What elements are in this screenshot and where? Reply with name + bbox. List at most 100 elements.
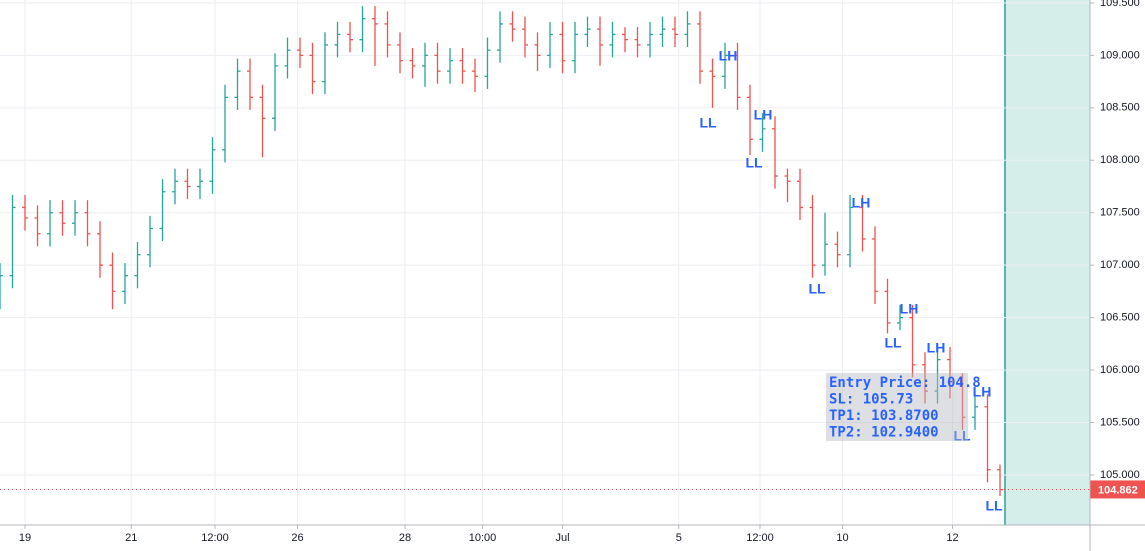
ohlc-bar — [122, 263, 128, 304]
y-tick-label: 105.500 — [1100, 416, 1140, 428]
ohlc-bar — [97, 221, 103, 278]
ohlc-bar — [109, 252, 116, 310]
info-line: Entry Price: 104.8 — [829, 375, 981, 391]
swing-label: LL — [745, 155, 763, 171]
ohlc-bar — [734, 42, 741, 110]
ohlc-bar — [672, 16, 678, 47]
ohlc-bar — [747, 84, 753, 156]
ohlc-bar — [484, 37, 491, 89]
ohlc-bar — [609, 21, 616, 58]
ohlc-bar — [347, 21, 353, 53]
y-tick-label: 106.500 — [1100, 312, 1140, 324]
ohlc-bar — [272, 53, 278, 131]
info-line: TP1: 103.8700 — [829, 408, 939, 424]
ohlc-bar — [222, 84, 228, 163]
ohlc-bar — [759, 113, 766, 152]
ohlc-bar — [784, 168, 791, 203]
swing-label: LL — [699, 115, 717, 131]
future-zone — [1005, 0, 1090, 525]
x-tick-label: 12:00 — [746, 532, 774, 544]
ohlc-bar — [47, 200, 53, 247]
x-tick-label: 12:00 — [201, 532, 229, 544]
ohlc-bar — [259, 84, 266, 158]
ohlc-bar — [809, 194, 816, 278]
swing-label: LH — [754, 107, 773, 123]
ohlc-bar — [72, 200, 78, 236]
ohlc-bar — [509, 11, 516, 42]
ohlc-bar — [434, 42, 441, 84]
ohlc-bar — [834, 231, 841, 268]
info-line: TP2: 102.9400 — [829, 425, 939, 441]
ohlc-bar — [934, 346, 941, 404]
ohlc-bar — [372, 6, 378, 66]
ohlc-bar — [234, 58, 241, 110]
y-tick-label: 108.500 — [1100, 102, 1140, 114]
swing-label: LH — [900, 301, 919, 317]
ohlc-bar — [147, 215, 153, 268]
ohlc-bar — [959, 373, 966, 430]
ohlc-bar — [159, 179, 166, 242]
ohlc-bar — [972, 394, 978, 430]
x-tick-label: 21 — [125, 532, 137, 544]
ohlc-bar — [884, 278, 891, 334]
swing-label: LH — [719, 48, 738, 64]
ohlc-bar — [422, 42, 428, 87]
ohlc-bar — [872, 226, 878, 304]
ohlc-bar — [697, 11, 703, 84]
swing-label: LL — [884, 335, 902, 351]
ohlc-bar — [334, 21, 341, 58]
x-tick-label: 12 — [946, 532, 958, 544]
ohlc-bar — [584, 16, 591, 47]
ohlc-bar — [197, 168, 203, 200]
x-tick-label: 5 — [676, 532, 682, 544]
ohlc-bar — [597, 16, 603, 66]
ohlc-bar — [684, 11, 691, 47]
x-tick-label: 10 — [836, 532, 848, 544]
ohlc-bar — [359, 6, 366, 53]
y-tick-label: 107.500 — [1100, 207, 1140, 219]
ohlc-bar — [447, 48, 453, 84]
ohlc-bar — [322, 32, 328, 95]
y-tick-label: 108.000 — [1100, 154, 1140, 166]
ohlc-bar — [59, 200, 66, 236]
x-tick-label: 19 — [19, 532, 31, 544]
swing-label: LH — [852, 195, 871, 211]
ohlc-bar — [472, 58, 478, 93]
ohlc-bar — [297, 37, 303, 68]
ohlc-bar — [459, 48, 466, 84]
ohlc-bar — [922, 352, 928, 404]
ohlc-bar — [134, 242, 141, 289]
swing-label: LL — [808, 281, 826, 297]
info-box — [826, 373, 968, 441]
ohlc-bar — [709, 58, 716, 108]
ohlc-bar — [659, 16, 666, 47]
ohlc-bar — [22, 194, 28, 231]
swing-label: LH — [973, 384, 992, 400]
x-tick-label: Jul — [555, 532, 569, 544]
y-tick-label: 109.000 — [1100, 49, 1140, 61]
info-line: SL: 105.73 — [829, 392, 913, 408]
ohlc-bar — [847, 194, 853, 268]
ohlc-bar — [284, 37, 291, 79]
ohlc-bar — [859, 194, 866, 252]
ohlc-bar — [897, 305, 903, 331]
ohlc-bar — [384, 11, 391, 58]
ohlc-bar — [984, 394, 991, 483]
ohlc-bar — [722, 42, 728, 89]
x-tick-label: 28 — [399, 532, 411, 544]
ohlc-bar — [397, 32, 403, 74]
y-tick-label: 107.000 — [1100, 259, 1140, 271]
ohlc-bar — [559, 21, 566, 74]
ohlc-bar — [247, 58, 253, 110]
ohlc-bar — [172, 168, 178, 205]
ohlc-bar — [184, 168, 191, 200]
ohlc-bar — [34, 205, 41, 247]
ohlc-bar — [0, 263, 3, 310]
x-tick-label: 26 — [291, 532, 303, 544]
ohlc-bar — [209, 137, 216, 194]
ohlc-bar — [572, 21, 578, 74]
last-price-label: 104.862 — [1098, 484, 1138, 496]
ohlc-bar — [909, 305, 916, 378]
ohlc-bar — [647, 21, 653, 58]
